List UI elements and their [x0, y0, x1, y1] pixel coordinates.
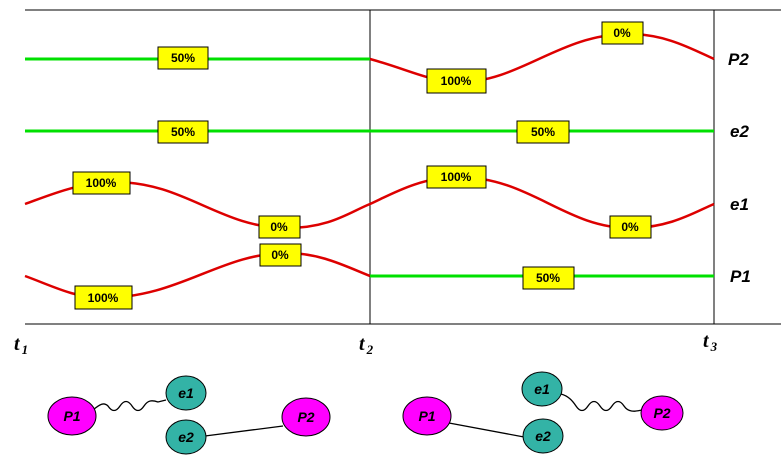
percent-label: 100%	[74, 285, 133, 310]
graph-left: P1 e1 e2 P2	[47, 375, 331, 455]
row-label-p2: P2	[728, 50, 749, 69]
node-p2	[640, 395, 684, 431]
straight-edge	[204, 425, 284, 437]
percent-label: 50%	[157, 46, 209, 70]
percent-label-text: 50%	[171, 125, 195, 139]
percent-label: 0%	[609, 215, 652, 239]
node-e2-label: e2	[535, 428, 551, 444]
graph-right: P1 e1 e2 P2	[402, 371, 684, 454]
percent-label: 50%	[522, 266, 575, 290]
node-p2-label: P2	[653, 405, 670, 421]
percent-label-text: 0%	[271, 248, 289, 262]
percent-label-text: 50%	[171, 51, 195, 65]
percent-label-text: 100%	[441, 74, 472, 88]
percent-label: 100%	[426, 165, 487, 189]
percent-label-text: 100%	[88, 291, 119, 305]
percent-label-text: 100%	[86, 176, 117, 190]
wavy-edge	[560, 393, 643, 412]
percent-label-text: 50%	[531, 125, 555, 139]
node-e2	[522, 418, 564, 454]
percent-label-text: 0%	[613, 26, 631, 40]
node-p1	[402, 396, 452, 436]
node-e2-label: e2	[178, 429, 194, 445]
node-e1	[521, 371, 563, 407]
node-p1-label: P1	[418, 408, 435, 424]
percent-label-text: 0%	[621, 220, 639, 234]
node-p1	[47, 396, 97, 436]
percent-label: 50%	[157, 120, 209, 144]
percent-label-text: 0%	[270, 220, 288, 234]
node-p2	[281, 397, 331, 437]
percent-label-text: 100%	[441, 170, 472, 184]
percent-label: 0%	[259, 243, 302, 267]
percent-label-text: 50%	[536, 271, 560, 285]
row-label-e2: e2	[730, 122, 749, 141]
node-e1	[165, 375, 207, 411]
row-label-e1: e1	[730, 195, 749, 214]
straight-edge	[448, 422, 525, 438]
wavy-edge	[92, 399, 167, 412]
percent-label: 0%	[601, 21, 644, 45]
p1-line-red	[24, 251, 371, 300]
node-e1-label: e1	[178, 385, 194, 401]
percent-label: 50%	[516, 120, 570, 144]
p2-line-red	[369, 32, 715, 84]
percent-label: 100%	[426, 68, 487, 94]
percent-label: 0%	[258, 215, 301, 239]
row-label-p1: P1	[730, 267, 751, 286]
node-e1-label: e1	[534, 381, 550, 397]
node-p2-label: P2	[297, 409, 314, 425]
node-e2	[165, 419, 207, 455]
node-p1-label: P1	[63, 408, 80, 424]
percent-label: 100%	[72, 171, 131, 195]
